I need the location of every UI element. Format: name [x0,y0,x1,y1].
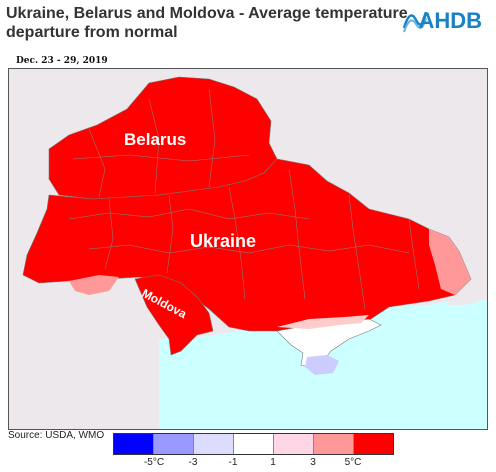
map-title: Ukraine, Belarus and Moldova - Average t… [6,4,416,42]
legend-swatch [194,434,234,454]
title-line-2: departure from normal [6,24,178,41]
logo-text: AHDB [418,8,482,33]
legend-tick: -3 [188,457,198,468]
legend-swatch [234,434,274,454]
title-line-1: Ukraine, Belarus and Moldova - Average t… [6,5,408,22]
east-ukraine-patch [429,229,471,295]
legend-tick-labels: -5°C -3 -1 1 3 5°C [0,457,496,471]
legend-swatch [274,434,314,454]
legend-swatch [314,434,354,454]
legend-tick: 3 [310,457,316,468]
oblast-boundaries [68,88,420,310]
color-legend [113,433,394,455]
crimea-cool-area [305,355,339,375]
label-ukraine: Ukraine [190,231,257,251]
legend-tick: -1 [228,457,238,468]
map-svg [22,76,487,429]
legend-tick: 1 [270,457,276,468]
map-canvas [8,68,488,430]
legend-swatch [354,434,393,454]
legend-tick: 5°C [344,457,362,468]
legend-swatch [114,434,154,454]
legend-swatch [154,434,194,454]
legend-tick: -5°C [143,457,165,468]
source-note: Source: USDA, WMO [8,430,105,441]
moldova-region [134,274,214,356]
logo-wave-icon [402,11,428,33]
date-range: Dec. 23 - 29, 2019 [16,56,108,66]
ahdb-logo: AHDB [402,2,482,38]
sea-of-azov [389,301,449,319]
southwest-ukraine-patch [69,275,119,295]
crimea-north-patch [277,315,369,329]
label-belarus: Belarus [124,130,187,149]
